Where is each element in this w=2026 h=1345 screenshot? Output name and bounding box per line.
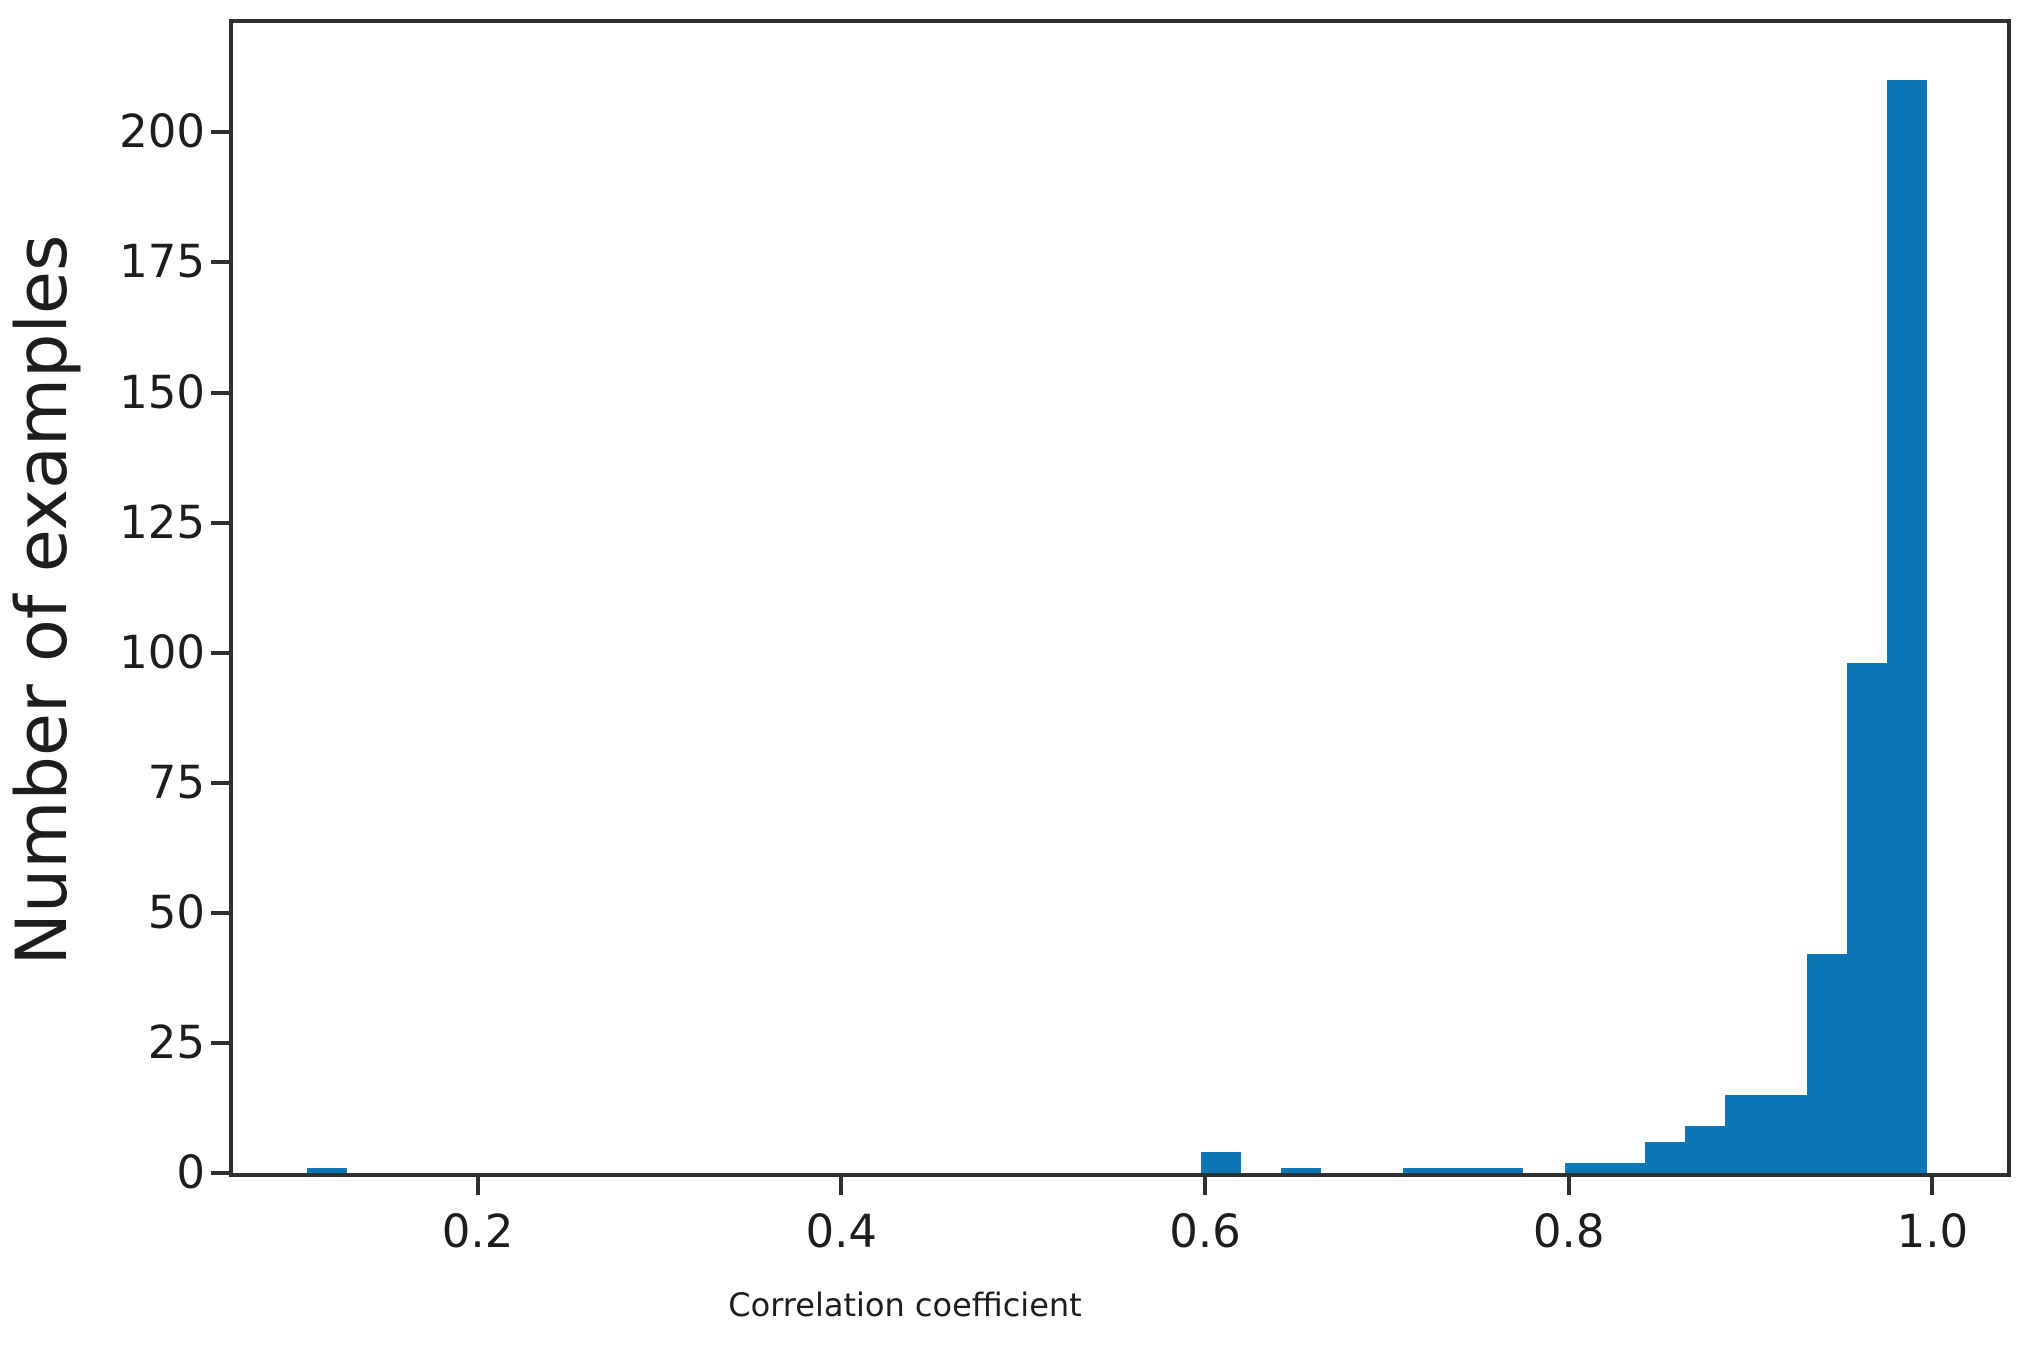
x-tick-label: 1.0 bbox=[1896, 1205, 1969, 1258]
y-tick-label: 75 bbox=[147, 755, 205, 809]
y-tick-label: 125 bbox=[119, 495, 205, 549]
x-tick-mark bbox=[1930, 1177, 1935, 1195]
y-tick-label: 0 bbox=[176, 1146, 205, 1199]
histogram-bar bbox=[1565, 1162, 1606, 1173]
y-tick-label: 100 bbox=[119, 625, 205, 679]
y-tick-mark bbox=[211, 1171, 229, 1175]
y-tick-label: 200 bbox=[119, 105, 205, 159]
histogram-bar bbox=[1483, 1167, 1524, 1173]
y-tick-label: 175 bbox=[119, 235, 205, 289]
histogram-bar bbox=[1403, 1167, 1444, 1173]
x-tick-label: 0.8 bbox=[1532, 1205, 1605, 1258]
x-tick-mark bbox=[1203, 1177, 1207, 1195]
y-tick-label: 150 bbox=[119, 365, 205, 419]
y-tick-mark bbox=[211, 390, 229, 395]
y-tick-mark bbox=[211, 260, 229, 265]
histogram-bar bbox=[1685, 1126, 1726, 1173]
histogram-bar bbox=[1725, 1094, 1767, 1173]
histogram-bar bbox=[1847, 663, 1887, 1173]
x-tick-mark bbox=[839, 1177, 844, 1195]
histogram-bar bbox=[1767, 1094, 1807, 1173]
x-axis-title: Correlation coefficient bbox=[728, 1286, 1082, 1324]
histogram-bar bbox=[1605, 1162, 1646, 1173]
y-tick-mark bbox=[211, 1040, 229, 1045]
x-tick-label: 0.4 bbox=[805, 1205, 878, 1258]
histogram-bar bbox=[1201, 1152, 1242, 1173]
y-tick-mark bbox=[211, 650, 229, 655]
y-axis-title: Number of examples bbox=[1, 234, 83, 966]
y-tick-label: 50 bbox=[147, 885, 205, 939]
histogram-bar bbox=[1443, 1167, 1484, 1173]
y-tick-mark bbox=[211, 130, 229, 135]
histogram-bar bbox=[1807, 954, 1847, 1173]
histogram-bar bbox=[1645, 1141, 1686, 1173]
x-tick-label: 0.6 bbox=[1169, 1205, 1241, 1258]
y-tick-mark bbox=[211, 910, 229, 915]
x-tick-mark bbox=[1566, 1177, 1571, 1195]
y-tick-label: 25 bbox=[147, 1015, 205, 1069]
y-tick-mark bbox=[211, 520, 229, 525]
x-tick-mark bbox=[475, 1177, 480, 1195]
x-tick-label: 0.2 bbox=[441, 1205, 514, 1258]
histogram-bar bbox=[306, 1167, 347, 1173]
y-tick-mark bbox=[211, 780, 229, 785]
plot-area bbox=[229, 19, 2011, 1177]
histogram-bar bbox=[1887, 80, 1927, 1173]
histogram-bar bbox=[1281, 1167, 1322, 1173]
